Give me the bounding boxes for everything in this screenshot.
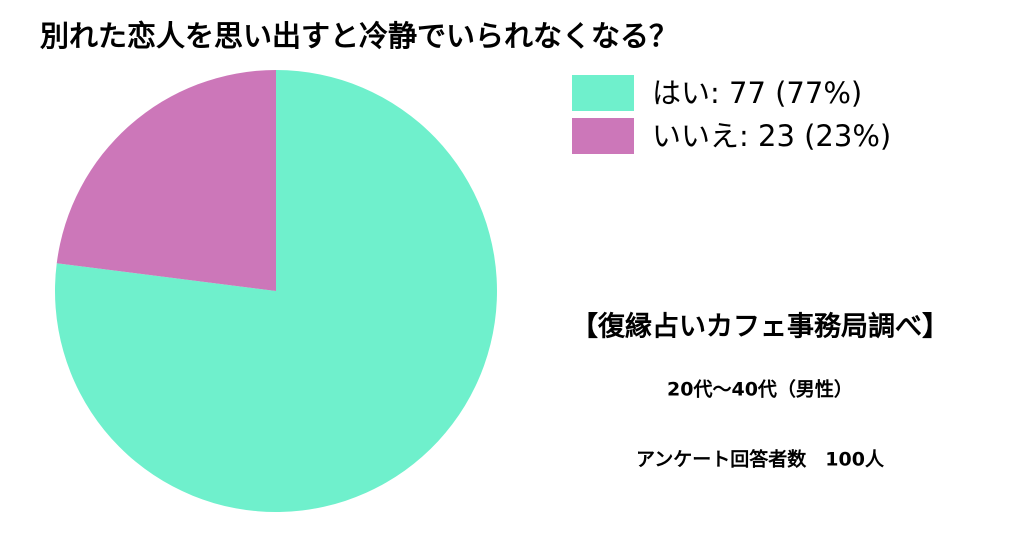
- legend-swatch: [572, 118, 634, 154]
- legend-label: いいえ: 23 (23%): [652, 119, 891, 153]
- legend-swatch: [572, 75, 634, 111]
- pie-slice: [54, 70, 497, 513]
- annotation: 20代〜40代（男性）: [667, 378, 853, 401]
- annotation: 【復縁占いカフェ事務局調べ】: [571, 311, 949, 343]
- pie-slice: [56, 70, 277, 291]
- annotation: アンケート回答者数 100人: [636, 448, 885, 471]
- chart-title: 別れた恋人を思い出すと冷静でいられなくなる？: [40, 19, 678, 53]
- legend-label: はい: 77 (77%): [652, 76, 862, 110]
